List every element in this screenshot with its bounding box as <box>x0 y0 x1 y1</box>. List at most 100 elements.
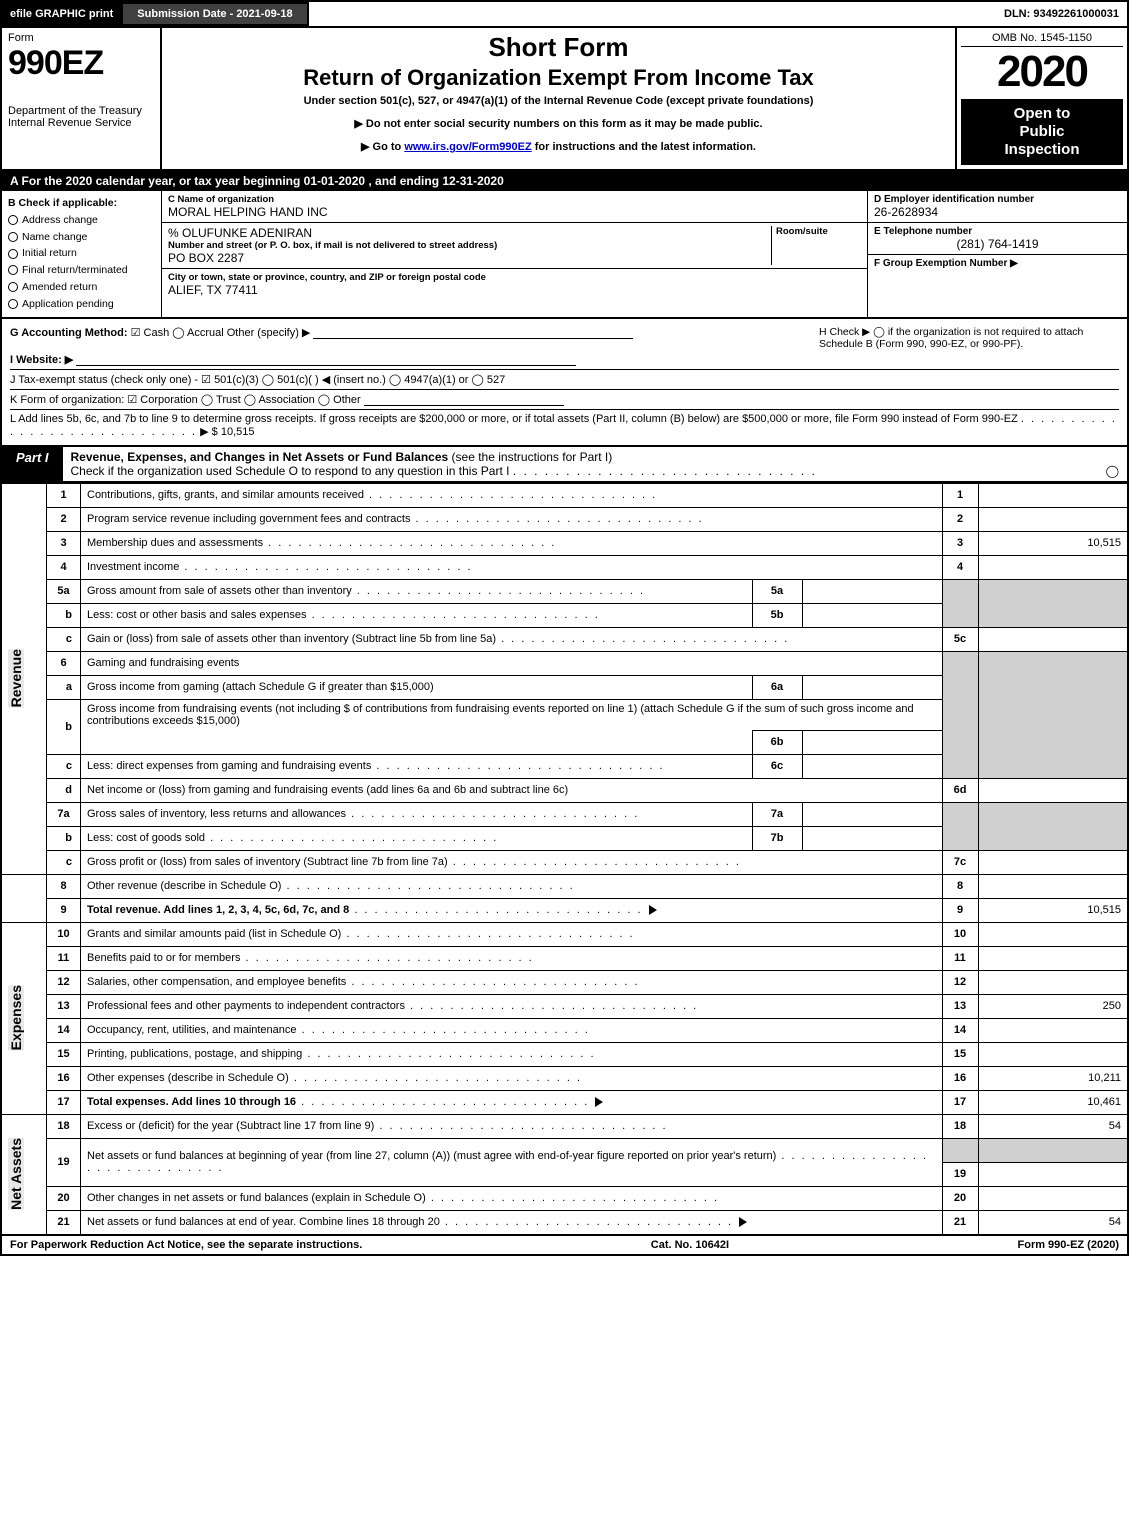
label-k: K Form of organization: ☑ Corporation ◯ … <box>10 394 361 406</box>
desc-3: Membership dues and assessments <box>87 537 263 549</box>
desc-2: Program service revenue including govern… <box>87 513 410 525</box>
section-c: C Name of organization MORAL HELPING HAN… <box>162 191 867 317</box>
ln-3: 3 <box>47 531 81 555</box>
ln-4: 4 <box>47 555 81 579</box>
num-18: 18 <box>942 1114 978 1138</box>
ln-5a: 5a <box>47 579 81 603</box>
num-6d: 6d <box>942 778 978 802</box>
submission-date-button[interactable]: Submission Date - 2021-09-18 <box>121 2 308 26</box>
shade-7 <box>942 802 978 850</box>
g-other-input[interactable] <box>313 327 633 339</box>
ln-7c: c <box>47 850 81 874</box>
line-j: J Tax-exempt status (check only one) - ☑… <box>10 369 1119 386</box>
amt-12 <box>978 970 1128 994</box>
part1-title-text: Revenue, Expenses, and Changes in Net As… <box>71 450 449 464</box>
subhead: Under section 501(c), 527, or 4947(a)(1)… <box>170 95 947 107</box>
label-city: City or town, state or province, country… <box>168 272 861 283</box>
header-left: Form 990EZ Department of the Treasury In… <box>2 28 162 169</box>
city-cell: City or town, state or province, country… <box>162 269 867 300</box>
amt-6d <box>978 778 1128 802</box>
line-i: I Website: ▶ <box>10 353 1119 366</box>
mini-5a: 5a <box>752 579 802 603</box>
shade-6 <box>942 651 978 778</box>
mini-5b: 5b <box>752 603 802 627</box>
meta-block: G Accounting Method: ☑ Cash ◯ Accrual Ot… <box>0 319 1129 447</box>
lbl-address-change: Address change <box>22 214 98 226</box>
num-3: 3 <box>942 531 978 555</box>
section-d-e-f: D Employer identification number 26-2628… <box>867 191 1127 317</box>
side-expenses: Expenses <box>8 985 24 1050</box>
desc-7a: Gross sales of inventory, less returns a… <box>87 808 346 820</box>
desc-7c: Gross profit or (loss) from sales of inv… <box>87 856 448 868</box>
ln-6b: b <box>47 699 81 754</box>
desc-16: Other expenses (describe in Schedule O) <box>87 1072 289 1084</box>
desc-5a: Gross amount from sale of assets other t… <box>87 585 352 597</box>
part1-title-paren: (see the instructions for Part I) <box>452 450 613 464</box>
desc-6d: Net income or (loss) from gaming and fun… <box>81 778 943 802</box>
ln-7b: b <box>47 826 81 850</box>
amt-20 <box>978 1186 1128 1210</box>
chk-initial-return[interactable] <box>8 249 18 259</box>
desc-10: Grants and similar amounts paid (list in… <box>87 928 341 940</box>
num-15: 15 <box>942 1042 978 1066</box>
ln-10: 10 <box>47 922 81 946</box>
omb-number: OMB No. 1545-1150 <box>961 32 1123 47</box>
ln-6c: c <box>47 754 81 778</box>
desc-9: Total revenue. Add lines 1, 2, 3, 4, 5c,… <box>87 904 349 916</box>
desc-7b: Less: cost of goods sold <box>87 832 205 844</box>
arrow-17 <box>595 1097 603 1107</box>
header-mid: Short Form Return of Organization Exempt… <box>162 28 957 169</box>
chk-application-pending[interactable] <box>8 299 18 309</box>
val-6b <box>802 730 942 754</box>
part1-check-box[interactable]: ◯ <box>1106 464 1119 478</box>
val-7a <box>802 802 942 826</box>
chk-final-return[interactable] <box>8 265 18 275</box>
chk-address-change[interactable] <box>8 215 18 225</box>
num-5c: 5c <box>942 627 978 651</box>
label-g: G Accounting Method: <box>10 327 128 339</box>
ein-cell: D Employer identification number 26-2628… <box>868 191 1127 223</box>
desc-17: Total expenses. Add lines 10 through 16 <box>87 1096 296 1108</box>
ln-13: 13 <box>47 994 81 1018</box>
label-tel: E Telephone number <box>874 226 1121 237</box>
ln-18: 18 <box>47 1114 81 1138</box>
num-12: 12 <box>942 970 978 994</box>
mini-6c: 6c <box>752 754 802 778</box>
form-word: Form <box>8 32 154 44</box>
website-input[interactable] <box>76 354 576 366</box>
efile-print-button[interactable]: efile GRAPHIC print <box>2 2 121 26</box>
ln-19: 19 <box>47 1138 81 1186</box>
ln-2: 2 <box>47 507 81 531</box>
ln-12: 12 <box>47 970 81 994</box>
shade-6-amt <box>978 651 1128 778</box>
shade-5-amt <box>978 579 1128 627</box>
amt-17: 10,461 <box>978 1090 1128 1114</box>
desc-5c: Gain or (loss) from sale of assets other… <box>87 633 496 645</box>
mini-6b: 6b <box>752 730 802 754</box>
num-21: 21 <box>942 1210 978 1234</box>
arrow-9 <box>649 905 657 915</box>
address-cell: % OLUFUNKE ADENIRAN Number and street (o… <box>162 223 867 269</box>
ln-14: 14 <box>47 1018 81 1042</box>
irs-link[interactable]: www.irs.gov/Form990EZ <box>404 141 531 153</box>
ln-9: 9 <box>47 898 81 922</box>
footer-catno: Cat. No. 10642I <box>651 1239 729 1251</box>
chk-name-change[interactable] <box>8 232 18 242</box>
form-header: Form 990EZ Department of the Treasury In… <box>0 26 1129 171</box>
part1-table: Revenue 1 Contributions, gifts, grants, … <box>0 483 1129 1235</box>
open-to-public-box: Open to Public Inspection <box>961 99 1123 165</box>
amt-13: 250 <box>978 994 1128 1018</box>
amt-16: 10,211 <box>978 1066 1128 1090</box>
chk-amended-return[interactable] <box>8 282 18 292</box>
desc-6: Gaming and fundraising events <box>81 651 943 675</box>
amt-2 <box>978 507 1128 531</box>
label-addr: Number and street (or P. O. box, if mail… <box>168 240 771 251</box>
k-other-input[interactable] <box>364 394 564 406</box>
dept-line2: Internal Revenue Service <box>8 117 132 129</box>
entity-block: B Check if applicable: Address change Na… <box>0 191 1129 319</box>
instr-goto: ▶ Go to www.irs.gov/Form990EZ for instru… <box>170 140 947 153</box>
org-name-cell: C Name of organization MORAL HELPING HAN… <box>162 191 867 223</box>
num-16: 16 <box>942 1066 978 1090</box>
num-13: 13 <box>942 994 978 1018</box>
part1-title: Revenue, Expenses, and Changes in Net As… <box>63 447 1127 481</box>
